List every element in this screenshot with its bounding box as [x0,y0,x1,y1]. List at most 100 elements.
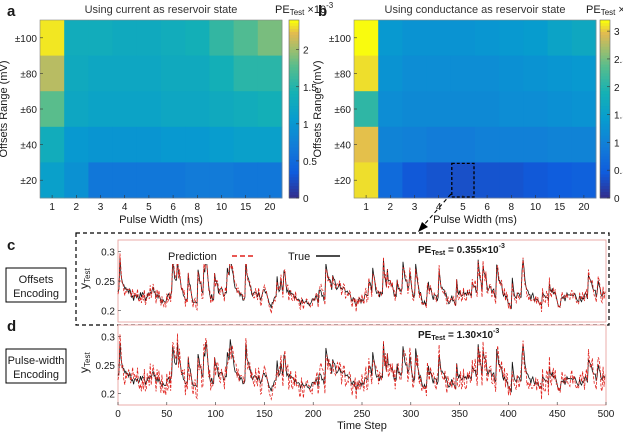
y-tick-label: 0.2 [101,306,115,317]
panel-letter-b: b [318,3,327,20]
colorbar-segment [289,34,299,39]
colorbar-segment [289,52,299,57]
heatmap-cell [64,55,89,92]
colorbar-segment [600,97,610,101]
heatmap-title: Using current as reservoir state [85,4,238,16]
colorbar-segment [289,22,299,27]
y-tick-label: ±80 [20,69,37,80]
colorbar-tick-label: 2 [614,83,620,94]
colorbar-segment [289,144,299,149]
heatmap-cell [233,162,259,199]
y-tick-label: ±80 [334,69,351,80]
colorbar-segment [289,88,299,92]
heatmap-cell [402,55,427,92]
heatmap-cell [450,162,476,199]
colorbar-label: PETest ×10-3 [275,1,334,17]
heatmap-cell [40,20,65,56]
colorbar-segment [289,177,299,181]
heatmap-cell [40,55,65,92]
colorbar-segment [289,153,299,157]
heatmap-title: Using conductance as reservoir state [385,4,566,16]
heatmap-cell [233,91,259,128]
colorbar-segment [600,159,610,163]
colorbar-segment [289,20,299,24]
x-axis-label: Pulse Width (ms) [119,214,203,226]
colorbar-segment [289,195,299,199]
x-axis-label: Time Step [337,420,387,432]
x-tick-label: 6 [170,202,176,213]
heatmap-cell [88,55,113,92]
heatmap-cell [571,91,597,128]
x-tick-label: 500 [598,409,615,420]
row-label-text: Pulse-width [8,355,65,367]
colorbar-segment [289,40,299,45]
colorbar-tick-label: 0 [303,194,309,205]
colorbar-segment [600,183,610,187]
heatmap-a: Using current as reservoir state 1 2 3 4 5 6 8 1… [0,1,334,226]
x-tick-label: 10 [216,202,228,213]
x-tick-label: 200 [305,409,322,420]
heatmap-cell [161,91,186,128]
colorbar-segment [289,114,299,119]
colorbar-segment [600,141,610,146]
heatmap-b: Using conductance as reservoir state 1 2 3 4… [312,4,623,226]
heatmap-cell [499,162,524,199]
row-label-text: Offsets [19,274,54,286]
x-tick-label: 2 [388,202,394,213]
x-tick-label: 1 [363,202,369,213]
y-tick-label: ±60 [20,105,37,116]
colorbar-segment [289,91,299,95]
colorbar-segment [600,106,610,110]
x-tick-label: 100 [207,409,224,420]
colorbar-segment [600,58,610,63]
colorbar-segment [289,174,299,178]
colorbar-segment [289,103,299,107]
colorbar-segment [289,106,299,110]
x-tick-label: 3 [412,202,418,213]
heatmap-cell [547,20,573,56]
colorbar-tick-label: 1.5 [303,83,317,94]
heatmap-cell [426,91,452,128]
heatmap-cell [378,162,403,199]
colorbar-segment [600,186,610,190]
heatmap-cell [112,126,138,163]
colorbar-segment [600,88,610,92]
row-label-box [5,267,67,303]
colorbar-segment [600,46,610,51]
line-panel-c: 0.2 0.25 0.3 yTest PETest = 0.355×10-3 Predic… [77,239,607,323]
colorbar-tick-label: 0 [614,194,620,205]
heatmap-cell [523,20,548,56]
connector-arrow [422,193,452,227]
x-tick-label: 50 [161,409,173,420]
colorbar-segment [289,49,299,54]
heatmap-cell [571,126,597,163]
legend-bg [286,250,346,264]
heatmap-cell [64,162,89,199]
heatmap-cell [136,20,162,56]
heatmap-cell [233,55,259,92]
colorbar-segment [600,91,610,95]
heatmap-cell [88,91,113,128]
colorbar-tick-label: 0.5 [303,157,317,168]
x-tick-label: 1 [49,202,55,213]
colorbar-segment [289,117,299,122]
colorbar-segment [289,79,299,83]
colorbar-segment [289,73,299,77]
x-tick-label: 0 [115,409,121,420]
colorbar-segment [600,22,610,27]
heatmap-cell [257,55,283,92]
colorbar-segment [600,73,610,77]
colorbar-segment [600,82,610,86]
colorbar-segment [600,43,610,48]
colorbar-segment [289,162,299,166]
colorbar-segment [289,43,299,48]
heatmap-cell [499,126,524,163]
y-tick-label: ±20 [20,176,37,187]
heatmap-cell [209,20,234,56]
x-tick-label: 4 [436,202,442,213]
heatmap-cell [257,126,283,163]
colorbar-segment [600,129,610,134]
colorbar-frame [288,19,300,199]
colorbar-segment [600,79,610,83]
